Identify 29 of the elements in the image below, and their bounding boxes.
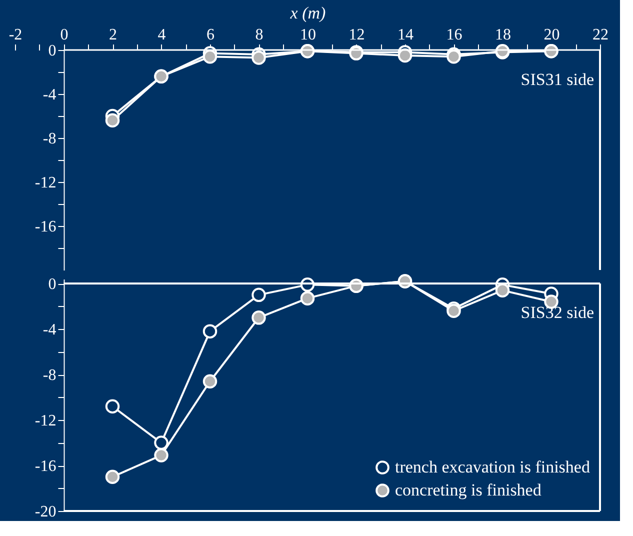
y-tick-label: 0 bbox=[48, 276, 56, 294]
x-tick-label: 18 bbox=[495, 26, 511, 44]
y-tick-label: -8 bbox=[42, 130, 56, 148]
x-tick-label: 22 bbox=[592, 26, 608, 44]
y-tick-label: -4 bbox=[42, 322, 56, 339]
y-tick-label: -16 bbox=[34, 218, 56, 236]
y-tick-label: -12 bbox=[34, 412, 56, 430]
x-tick-label: 0 bbox=[60, 26, 68, 44]
x-tick-label: 2 bbox=[109, 26, 117, 44]
x-tick-label: 4 bbox=[158, 26, 166, 44]
x-tick-label: 8 bbox=[255, 26, 264, 44]
y-tick-label: 0 bbox=[48, 42, 56, 60]
legend-label: trench excavation is finished bbox=[395, 458, 590, 476]
annotation: SIS31 side bbox=[520, 70, 594, 89]
x-tick-label: 20 bbox=[544, 26, 560, 44]
y-tick-label: -4 bbox=[42, 86, 56, 104]
x-tick-label: 6 bbox=[206, 26, 214, 44]
legend-label: concreting is finished bbox=[395, 480, 542, 500]
x-tick-label: 12 bbox=[348, 26, 365, 44]
y-tick-label: -20 bbox=[34, 504, 56, 520]
y-tick-label: -8 bbox=[42, 367, 56, 384]
x-tick-label: 10 bbox=[300, 26, 316, 44]
annotation: SIS32 side bbox=[520, 303, 594, 322]
x-tick-label: -2 bbox=[8, 26, 22, 44]
x-tick-label: 16 bbox=[446, 26, 462, 44]
y-tick-label: -16 bbox=[34, 458, 56, 476]
x-tick-label: 14 bbox=[398, 26, 414, 44]
y-tick-label: -12 bbox=[34, 174, 56, 192]
x-axis-title: x (m) bbox=[289, 4, 326, 22]
